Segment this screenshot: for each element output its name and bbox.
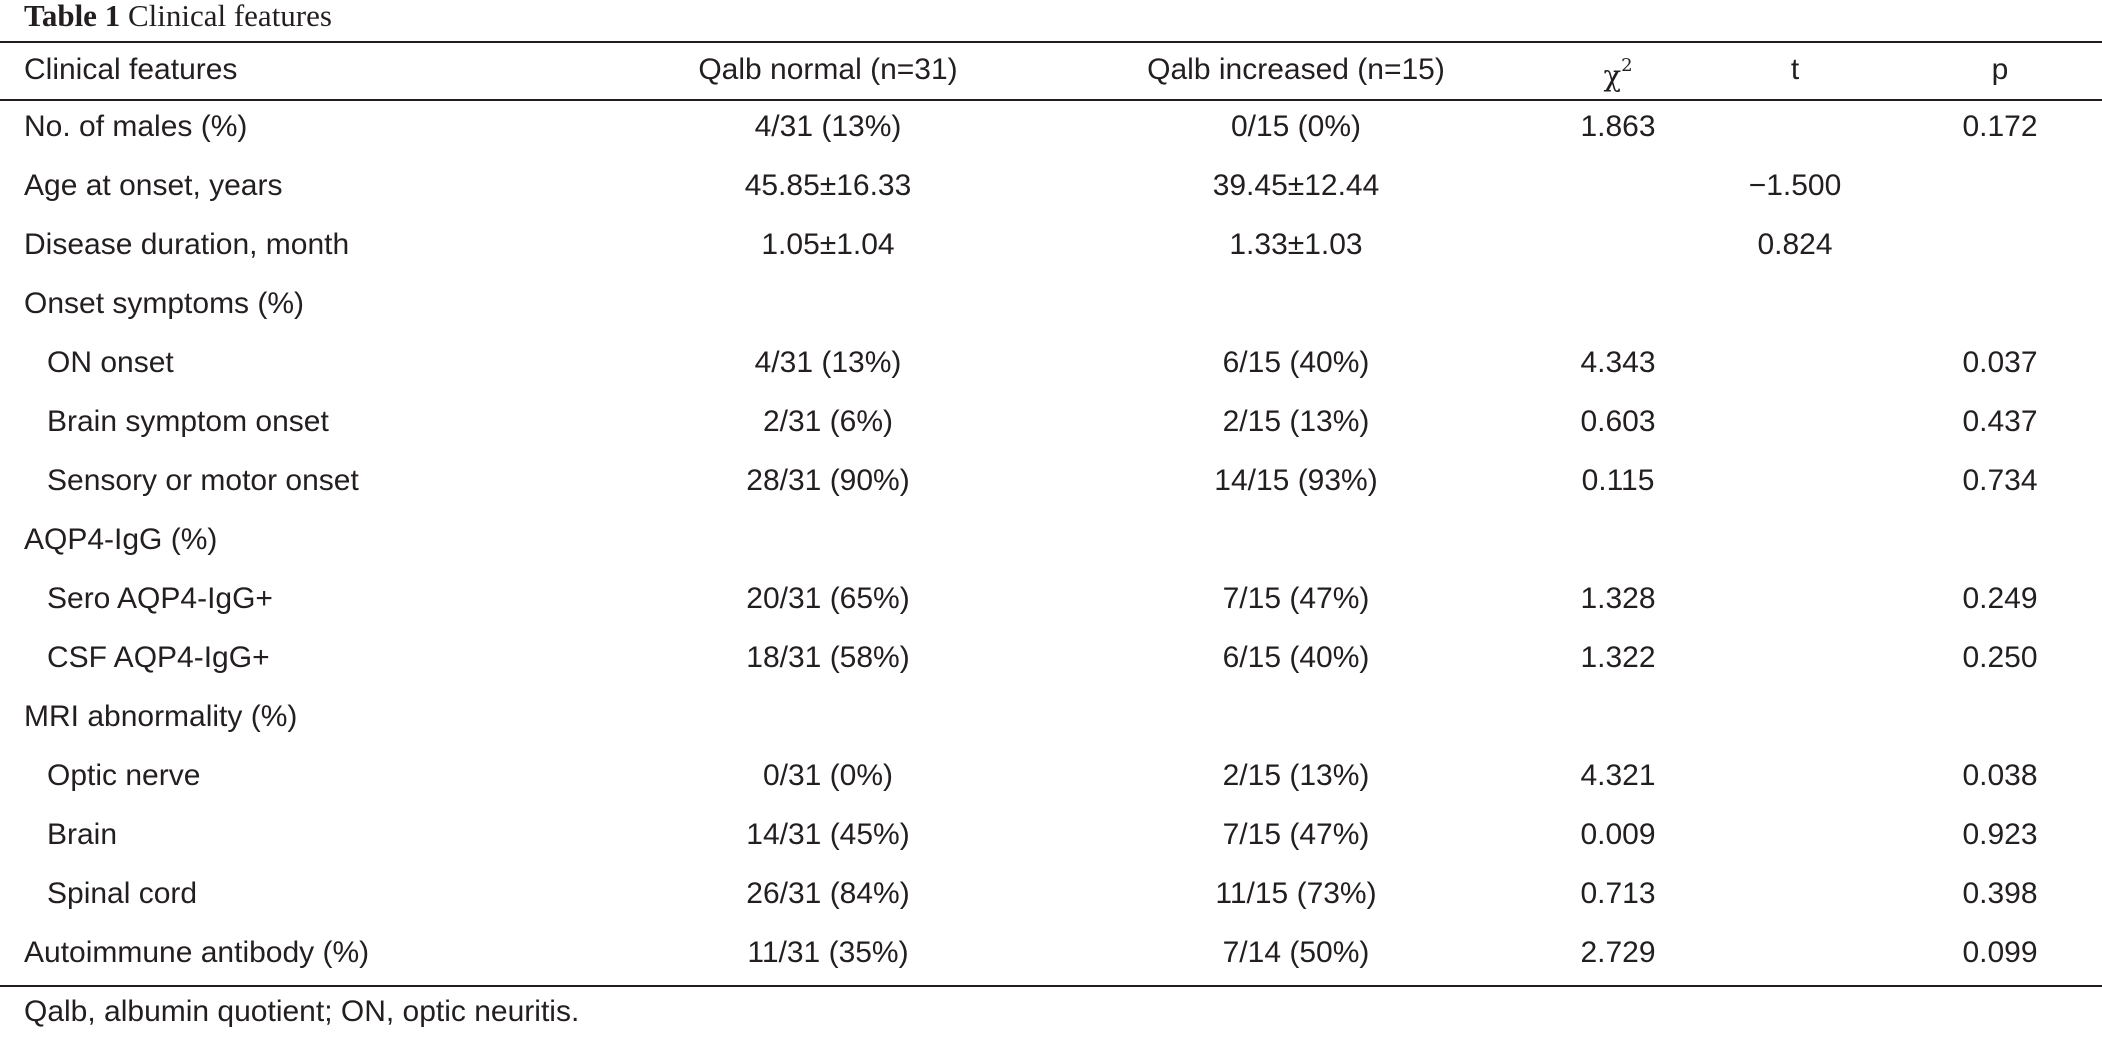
table-row: Sensory or motor onset 28/31 (90%) 14/15 (… — [0, 451, 2102, 510]
bottom-rule — [0, 985, 2102, 987]
cell-p: 0.398 — [1962, 877, 2038, 910]
cell-feature: Optic nerve — [47, 759, 201, 792]
cell-qalb-normal: 1.05±1.04 — [761, 228, 895, 261]
cell-p: 0.037 — [1962, 346, 2038, 379]
cell-qalb-increased: 0/15 (0%) — [1230, 110, 1362, 143]
cell-feature: MRI abnormality (%) — [24, 700, 298, 733]
cell-qalb-increased: 7/15 (47%) — [1222, 818, 1370, 851]
table-row: AQP4-IgG (%) — [0, 510, 2102, 569]
table-row: CSF AQP4-IgG+ 18/31 (58%) 6/15 (40%) 1.322 0… — [0, 628, 2102, 687]
cell-qalb-normal: 4/31 (13%) — [754, 110, 902, 143]
chi-symbol: χ — [1603, 58, 1622, 93]
cell-chi-square: 4.321 — [1580, 759, 1656, 792]
cell-chi-square: 0.009 — [1580, 818, 1656, 851]
table-header-row: Clinical features Qalb normal (n=31) Qal… — [0, 40, 2102, 99]
cell-p: 0.250 — [1962, 641, 2038, 674]
cell-qalb-increased: 7/15 (47%) — [1222, 582, 1370, 615]
table-row: Autoimmune antibody (%) 11/31 (35%) 7/14 (… — [0, 923, 2102, 982]
cell-qalb-increased: 6/15 (40%) — [1222, 346, 1370, 379]
cell-chi-square: 2.729 — [1580, 936, 1656, 969]
header-p: p — [1991, 53, 2009, 86]
table-title: Clinical features — [127, 0, 332, 33]
cell-feature: Brain symptom onset — [47, 405, 329, 438]
cell-qalb-increased: 7/14 (50%) — [1222, 936, 1370, 969]
header-feature: Clinical features — [24, 53, 238, 86]
cell-feature: Age at onset, years — [24, 169, 283, 202]
cell-feature: Sensory or motor onset — [47, 464, 359, 497]
top-rule — [0, 41, 2102, 43]
cell-feature: Spinal cord — [47, 877, 198, 910]
cell-qalb-normal: 26/31 (84%) — [746, 877, 910, 910]
cell-qalb-normal: 28/31 (90%) — [746, 464, 910, 497]
cell-t: 0.824 — [1757, 228, 1833, 261]
cell-qalb-normal: 4/31 (13%) — [754, 346, 902, 379]
chi-superscript: 2 — [1621, 55, 1633, 76]
cell-p: 0.249 — [1962, 582, 2038, 615]
cell-feature: Autoimmune antibody (%) — [24, 936, 370, 969]
table-row: No. of males (%) 4/31 (13%) 0/15 (0%) 1.863… — [0, 97, 2102, 156]
cell-p: 0.923 — [1962, 818, 2038, 851]
table-label: Table 1 — [24, 0, 121, 33]
cell-qalb-increased: 2/15 (13%) — [1222, 405, 1370, 438]
cell-qalb-normal: 0/31 (0%) — [762, 759, 894, 792]
cell-chi-square: 4.343 — [1580, 346, 1656, 379]
cell-qalb-normal: 14/31 (45%) — [746, 818, 910, 851]
cell-feature: Disease duration, month — [24, 228, 350, 261]
header-qalb-increased: Qalb increased (n=15) — [1147, 53, 1445, 86]
cell-chi-square: 0.115 — [1581, 464, 1655, 497]
table-row: Brain 14/31 (45%) 7/15 (47%) 0.009 0.923 — [0, 805, 2102, 864]
cell-qalb-increased: 6/15 (40%) — [1222, 641, 1370, 674]
cell-qalb-normal: 18/31 (58%) — [746, 641, 910, 674]
cell-qalb-increased: 11/15 (73%) — [1215, 877, 1377, 910]
cell-p: 0.437 — [1962, 405, 2038, 438]
cell-feature: ON onset — [47, 346, 174, 379]
cell-p: 0.038 — [1962, 759, 2038, 792]
cell-feature: Brain — [47, 818, 118, 851]
cell-qalb-normal: 45.85±16.33 — [744, 169, 912, 202]
cell-feature: CSF AQP4-IgG+ — [47, 641, 270, 674]
table-footnote: Qalb, albumin quotient; ON, optic neurit… — [24, 995, 580, 1028]
cell-qalb-increased: 1.33±1.03 — [1229, 228, 1363, 261]
header-chi-square: χ2 — [1603, 40, 1632, 99]
cell-qalb-normal: 11/31 (35%) — [747, 936, 909, 969]
cell-chi-square: 1.322 — [1580, 641, 1656, 674]
header-qalb-normal: Qalb normal (n=31) — [698, 53, 958, 86]
cell-feature: No. of males (%) — [24, 110, 248, 143]
cell-qalb-normal: 2/31 (6%) — [762, 405, 894, 438]
table-row: ON onset 4/31 (13%) 6/15 (40%) 4.343 0.037 — [0, 333, 2102, 392]
cell-feature: Onset symptoms (%) — [24, 287, 305, 320]
header-rule — [0, 99, 2102, 101]
cell-p: 0.172 — [1962, 110, 2038, 143]
header-t: t — [1790, 53, 1800, 86]
cell-qalb-normal: 20/31 (65%) — [746, 582, 910, 615]
cell-p: 0.099 — [1962, 936, 2038, 969]
table-row: Brain symptom onset 2/31 (6%) 2/15 (13%) 0.… — [0, 392, 2102, 451]
cell-chi-square: 1.863 — [1580, 110, 1656, 143]
cell-chi-square: 0.603 — [1580, 405, 1656, 438]
cell-t: −1.500 — [1748, 169, 1842, 202]
cell-chi-square: 0.713 — [1580, 877, 1656, 910]
table-row: Disease duration, month 1.05±1.04 1.33±1.0… — [0, 215, 2102, 274]
cell-p: 0.734 — [1962, 464, 2038, 497]
table-row: Age at onset, years 45.85±16.33 39.45±12.4… — [0, 156, 2102, 215]
cell-qalb-increased: 39.45±12.44 — [1212, 169, 1380, 202]
table-caption: Table 1 Clinical features — [24, 0, 332, 40]
cell-qalb-increased: 2/15 (13%) — [1222, 759, 1370, 792]
table-row: Optic nerve 0/31 (0%) 2/15 (13%) 4.321 0.038 — [0, 746, 2102, 805]
cell-qalb-increased: 14/15 (93%) — [1214, 464, 1378, 497]
table-row: MRI abnormality (%) — [0, 687, 2102, 746]
cell-feature: AQP4-IgG (%) — [24, 523, 218, 556]
cell-chi-square: 1.328 — [1580, 582, 1656, 615]
table-row: Sero AQP4-IgG+ 20/31 (65%) 7/15 (47%) 1.328… — [0, 569, 2102, 628]
table-row: Spinal cord 26/31 (84%) 11/15 (73%) 0.713 0.… — [0, 864, 2102, 923]
cell-feature: Sero AQP4-IgG+ — [47, 582, 273, 615]
table-row: Onset symptoms (%) — [0, 274, 2102, 333]
